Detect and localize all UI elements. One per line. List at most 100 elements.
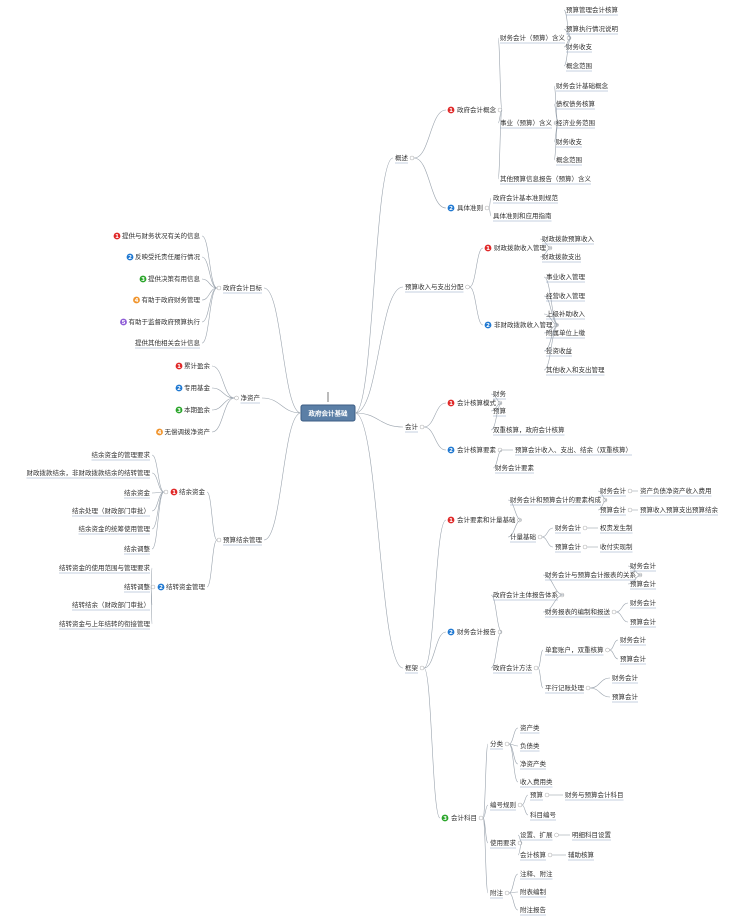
node-label[interactable]: 预算管理会计核算 [566,5,619,14]
node-label[interactable]: 概念范围 [566,61,592,70]
node-label[interactable]: 具体准则和应用指南 [493,211,552,220]
node-label[interactable]: 预算会计 [630,617,657,626]
node-label[interactable]: 结余处理（财政部门审批） [72,506,150,515]
node-label[interactable]: 收入费用类 [520,777,553,786]
node-label[interactable]: 事业收入管理 [546,272,586,281]
node-label[interactable]: 资产类 [520,723,540,732]
node-label[interactable]: 注释、附注 [520,869,553,878]
node-label[interactable]: 财务会计 [630,561,657,570]
node-label[interactable]: 财政拨款结余，非财政拨款结余的结转管理 [27,468,151,477]
node-label[interactable]: 框架 [405,663,419,672]
node-label[interactable]: 无偿调拨净资产 [165,427,211,436]
node-label[interactable]: 附注报告 [520,905,547,914]
node-label[interactable]: 财务会计 [620,635,647,644]
node-label[interactable]: 概念范围 [556,155,582,164]
node-label[interactable]: 财务会计 [600,486,627,495]
collapse-toggle[interactable] [582,544,588,550]
node-label[interactable]: 附属单位上缴 [546,328,586,337]
node-label[interactable]: 预算会计 [555,542,582,551]
node-label[interactable]: 会计核算要素 [457,445,497,454]
collapse-toggle[interactable] [484,205,490,211]
node-label[interactable]: 负债类 [520,741,540,750]
collapse-toggle[interactable] [478,815,484,821]
node-label[interactable]: 结余调整 [124,544,151,553]
node-label[interactable]: 财务会计和预算会计的要素构成 [510,495,602,504]
node-label[interactable]: 概述 [395,153,409,162]
node-label[interactable]: 辅助核算 [568,850,595,859]
collapse-toggle[interactable] [419,665,425,671]
collapse-toggle[interactable] [465,284,470,290]
node-label[interactable]: 上级补助收入 [546,309,586,318]
node-label[interactable]: 预算结余管理 [223,535,263,544]
node-label[interactable]: 设置、扩展 [520,830,553,839]
node-label[interactable]: 预算 [493,406,507,415]
node-label[interactable]: 预算会计 [630,579,657,588]
collapse-toggle[interactable] [504,741,510,747]
node-label[interactable]: 附表编制 [520,887,547,896]
node-label[interactable]: 结转结余（财政部门审批） [72,600,150,609]
collapse-toggle[interactable] [582,525,588,531]
node-label[interactable]: 财务会计报告 [457,627,497,636]
node-label[interactable]: 财务报表的编制和报送 [545,607,611,616]
node-label[interactable]: 财务会计基础概念 [556,81,609,90]
node-label[interactable]: 提供与财务状况有关的信息 [122,231,201,240]
node-label[interactable]: 其他收入和支出管理 [546,365,605,374]
node-label[interactable]: 结余资金 [124,488,151,497]
collapse-toggle[interactable] [627,488,633,494]
node-label[interactable]: 财政拨款支出 [542,252,581,261]
node-label[interactable]: 具体准则 [457,203,483,212]
node-label[interactable]: 会计核算 [520,850,547,859]
node-label[interactable]: 资产负债净资产收入费用 [640,486,712,495]
node-label[interactable]: 提供决策有用信息 [148,274,201,283]
node-label[interactable]: 结转调整 [124,582,151,591]
node-label[interactable]: 明细科目设置 [572,830,612,839]
node-label[interactable]: 预算会计 [612,692,639,701]
node-label[interactable]: 会计科目 [451,813,477,822]
collapse-toggle[interactable] [533,665,539,671]
collapse-toggle[interactable] [537,534,543,540]
node-label[interactable]: 编号规则 [490,800,516,809]
node-label[interactable]: 政府会计方法 [493,663,533,672]
collapse-toggle[interactable] [234,395,239,401]
node-label[interactable]: 预算收入预算支出预算结余 [640,505,719,514]
node-label[interactable]: 事业（预算）含义 [500,118,553,127]
node-label[interactable]: 计量基础 [510,532,537,541]
collapse-toggle[interactable] [216,285,222,291]
node-label[interactable]: 非财政拨款收入管理 [494,320,553,329]
collapse-toggle[interactable] [497,107,503,113]
node-label[interactable]: 收付实现制 [600,542,633,551]
node-label[interactable]: 财务会计 [612,673,639,682]
node-label[interactable]: 结余资金的统筹使用管理 [79,524,151,533]
node-label[interactable]: 结余资金的管理要求 [92,450,151,459]
node-label[interactable]: 债权债务核算 [556,99,596,108]
node-label[interactable]: 财政拨款预算收入 [542,234,595,243]
node-label[interactable]: 单套账户，双重核算 [545,645,604,654]
collapse-toggle[interactable] [627,507,633,513]
node-label[interactable]: 使用要求 [490,838,517,847]
node-label[interactable]: 会计要素和计量基础 [457,515,516,524]
node-label[interactable]: 预算 [530,790,544,799]
node-label[interactable]: 政府会计基本准则规范 [493,193,559,202]
node-label[interactable]: 结转资金与上年结转的衔接管理 [59,619,151,628]
node-label[interactable]: 平行记账处理 [545,683,585,692]
node-label[interactable]: 结转资金管理 [166,582,206,591]
node-label[interactable]: 累计盈余 [184,361,211,370]
node-label[interactable]: 反映受托责任履行情况 [135,252,201,261]
collapse-toggle[interactable] [409,155,415,161]
node-label[interactable]: 财务与预算会计科目 [565,790,624,799]
node-label[interactable]: 净资产类 [520,759,547,768]
node-label[interactable]: 财务会计要素 [495,463,535,472]
node-label[interactable]: 财务收支 [566,42,593,51]
node-label[interactable]: 预算会计 [600,505,627,514]
node-label[interactable]: 财务会计（预算）含义 [500,33,566,42]
collapse-toggle[interactable] [216,537,222,543]
node-label[interactable]: 投资收益 [546,346,573,355]
node-label[interactable]: 其他预算信息报告（预算）含义 [500,174,592,183]
node-label[interactable]: 本期盈余 [184,405,211,414]
node-label[interactable]: 会计 [405,422,419,431]
collapse-toggle[interactable] [544,792,550,798]
node-label[interactable]: 净资产 [241,393,261,402]
node-label[interactable]: 双重核算，政府会计核算 [493,425,565,434]
node-label[interactable]: 权责发生制 [600,523,633,532]
node-label[interactable]: 财政拨款收入管理 [494,243,547,252]
